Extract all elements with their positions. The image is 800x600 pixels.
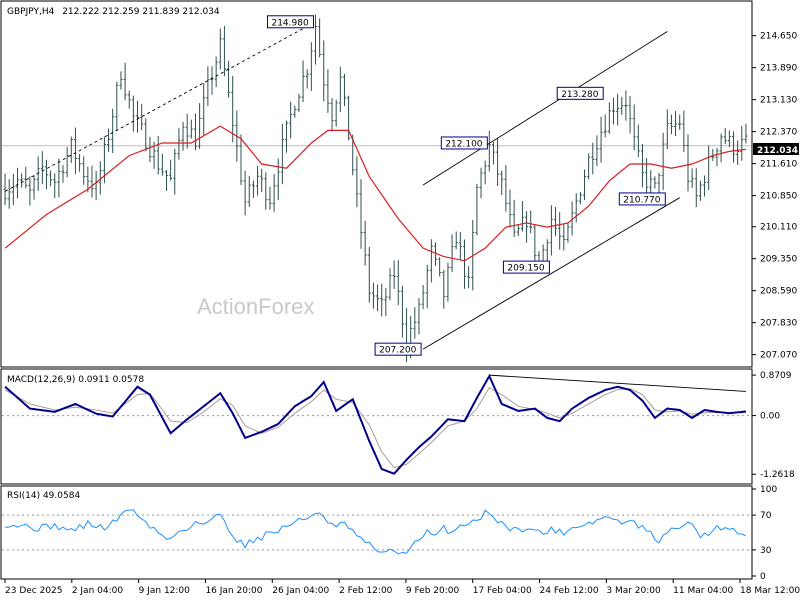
trendlines <box>4 21 680 350</box>
time-tick-label: 17 Feb 04:00 <box>473 586 532 596</box>
time-tick-label: 18 Mar 12:00 <box>740 586 800 596</box>
symbol-label: GBPJPY,H4 <box>7 7 55 17</box>
macd-pane: MACD(12,26,9) 0.0911 0.0578 0.8709 0.00 -1… <box>0 368 795 485</box>
price-annotation-box <box>556 86 604 100</box>
trendline <box>422 197 680 350</box>
rsi-line <box>2 509 751 555</box>
rsi-tick-label: 30 <box>760 546 772 556</box>
price-annotations: 214.980 207.200 212.100 209.150 213.280 210.7… <box>266 15 666 356</box>
time-tick-label: 16 Jan 20:00 <box>205 586 262 596</box>
price-annotation-box <box>266 15 314 29</box>
price-annotation-box <box>618 192 666 206</box>
time-tick-label: 9 Feb 20:00 <box>406 586 460 596</box>
time-tick-label: 23 Dec 2025 <box>5 586 63 596</box>
watermark: ActionForex <box>197 294 314 319</box>
price-tick-label: 210.850 <box>760 192 797 202</box>
price-tick-label: 210.110 <box>760 223 797 233</box>
macd-tick-label: 0.8709 <box>760 371 792 381</box>
rsi-tick-label: 100 <box>760 485 777 495</box>
current-price-box <box>753 143 799 155</box>
macd-signal-line <box>4 386 746 469</box>
price-tick-label: 214.650 <box>760 32 797 42</box>
rsi-tick-label: 0 <box>760 572 766 582</box>
price-annotation-label: 212.100 <box>445 139 482 149</box>
price-axis: 214.650 213.890 213.130 212.370 211.610 210.8… <box>752 32 797 361</box>
time-tick-label: 3 Mar 20:00 <box>606 586 661 596</box>
current-price-value: 212.034 <box>757 146 798 156</box>
rsi-main-line <box>5 509 747 555</box>
time-tick-label: 11 Mar 04:00 <box>673 586 733 596</box>
price-tick-label: 213.130 <box>760 96 797 106</box>
price-tick-label: 211.610 <box>760 160 797 170</box>
price-tick-label: 208.590 <box>760 287 797 297</box>
macd-tick-label: -1.2618 <box>760 470 795 480</box>
price-annotation-box <box>374 342 422 356</box>
price-pane: GBPJPY,H4 212.222 212.259 211.839 212.03… <box>0 0 799 368</box>
macd-lines <box>2 373 751 475</box>
time-axis: 23 Dec 2025 2 Jan 04:00 9 Jan 12:00 16 Jan … <box>4 579 800 596</box>
rsi-pane-border <box>0 485 753 580</box>
macd-tick-label: 0.00 <box>760 412 780 422</box>
rsi-title: RSI(14) 49.0584 <box>7 491 80 501</box>
macd-axis: 0.8709 0.00 -1.2618 <box>752 371 795 480</box>
price-tick-label: 213.890 <box>760 64 797 74</box>
moving-average-line <box>4 125 747 262</box>
price-tick-label: 207.830 <box>760 319 797 329</box>
price-annotation-label: 213.280 <box>561 90 598 100</box>
price-tick-label: 207.070 <box>760 351 797 361</box>
macd-pane-border <box>0 368 753 485</box>
price-annotation-label: 209.150 <box>507 264 544 274</box>
price-annotation-label: 210.770 <box>623 195 660 205</box>
ohlc-label: 212.222 212.259 211.839 212.034 <box>62 7 220 17</box>
current-price-tag: 212.034 <box>753 143 799 156</box>
price-annotation-label: 214.980 <box>271 18 308 28</box>
price-header: GBPJPY,H4 212.222 212.259 211.839 212.03… <box>7 7 220 17</box>
rsi-pane: RSI(14) 49.0584 100 70 30 0 <box>0 485 777 582</box>
candles <box>3 14 748 363</box>
moving-average <box>4 125 747 262</box>
trendline <box>422 31 668 186</box>
rsi-tick-label: 70 <box>760 511 772 521</box>
time-tick-label: 9 Jan 12:00 <box>139 586 191 596</box>
price-annotation-label: 207.200 <box>379 346 416 356</box>
price-annotation-box <box>440 136 488 150</box>
macd-title: MACD(12,26,9) 0.0911 0.0578 <box>7 375 144 385</box>
time-tick-label: 2 Feb 12:00 <box>339 586 393 596</box>
time-tick-label: 24 Feb 12:00 <box>540 586 599 596</box>
price-annotation-box <box>502 260 550 274</box>
macd-trendline <box>489 374 746 392</box>
time-tick-label: 2 Jan 04:00 <box>72 586 124 596</box>
time-tick-label: 26 Jan 04:00 <box>272 586 329 596</box>
macd-main-line <box>4 373 747 475</box>
price-tick-label: 209.350 <box>760 255 797 265</box>
trendline <box>4 21 316 192</box>
price-tick-label: 212.370 <box>760 128 797 138</box>
rsi-axis: 100 70 30 0 <box>752 485 777 582</box>
price-pane-border <box>0 0 753 368</box>
